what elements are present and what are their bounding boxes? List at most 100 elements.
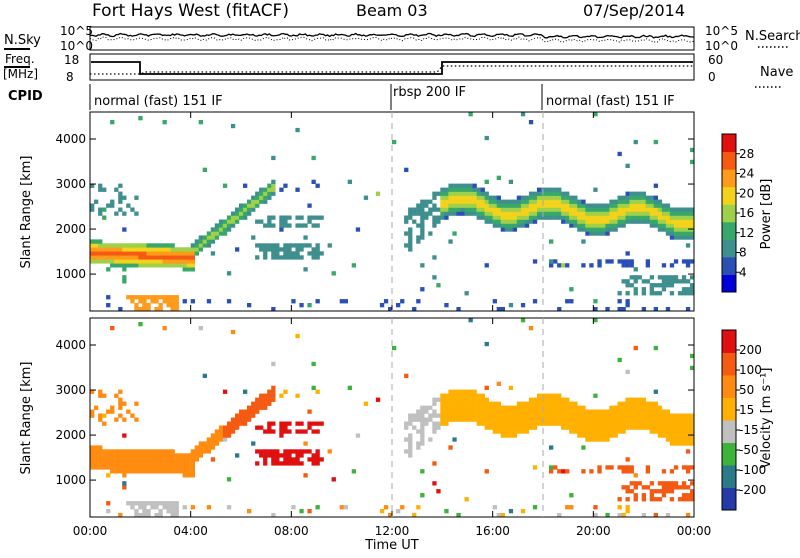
power-cell (170, 259, 175, 264)
velocity-cell (609, 405, 614, 410)
power-cell (291, 299, 296, 304)
velocity-cell (130, 469, 135, 474)
power-cell (561, 219, 566, 224)
power-cell (202, 243, 207, 248)
velocity-cell (621, 469, 626, 474)
power-cell (456, 199, 461, 204)
power-cell (186, 259, 191, 264)
power-cell (182, 263, 187, 268)
power-cell (665, 215, 671, 220)
power-cell (106, 303, 111, 308)
velocity-cell (504, 425, 509, 430)
power-cell (408, 231, 413, 236)
velocity-cell (484, 409, 489, 414)
velocity-cell (424, 421, 429, 426)
power-cell (577, 203, 582, 208)
velocity-cell (283, 449, 288, 454)
power-cell (613, 219, 618, 224)
velocity-cell (98, 449, 103, 454)
velocity-cell (629, 469, 634, 474)
power-cell (259, 199, 264, 204)
velocity-cell (456, 401, 461, 406)
power-cell (408, 239, 413, 244)
power-cell (190, 247, 195, 252)
power-cell (589, 231, 594, 236)
velocity-cell (174, 501, 179, 506)
power-cell (653, 283, 658, 288)
power-cell (106, 267, 111, 272)
power-cell (408, 235, 413, 240)
velocity-cell (110, 449, 115, 454)
power-cell (150, 259, 155, 264)
velocity-cell (130, 457, 135, 462)
power-cell (484, 179, 489, 184)
power-cell (154, 251, 159, 256)
velocity-cell (649, 425, 654, 430)
velocity-cell (605, 433, 610, 438)
velocity-cell (287, 421, 292, 426)
velocity-cell (593, 421, 598, 426)
power-cell (130, 247, 135, 252)
power-cell (472, 211, 477, 216)
power-cell (122, 279, 127, 284)
power-cell (440, 187, 445, 192)
cpid-panel: CPID normal (fast) 151 IF rbsp 200 IF no… (8, 84, 675, 110)
power-cell (553, 195, 558, 200)
velocity-cell (661, 493, 667, 498)
power-cell (355, 227, 361, 232)
power-cell (645, 219, 650, 224)
power-cell (428, 211, 433, 216)
velocity-cell (673, 417, 679, 422)
velocity-cell (484, 341, 489, 347)
velocity-cell (440, 405, 445, 410)
power-cell (162, 259, 167, 264)
velocity-cell (468, 397, 473, 402)
power-cell (158, 295, 163, 300)
velocity-cell (235, 417, 240, 422)
power-cell (448, 191, 453, 196)
power-cell (528, 195, 534, 200)
velocity-cell (573, 425, 578, 430)
velocity-cell (468, 318, 473, 323)
velocity-cell (408, 413, 413, 418)
power-cell (210, 227, 216, 232)
velocity-cell (653, 497, 658, 502)
power-cell (110, 199, 115, 204)
velocity-cell (669, 417, 675, 422)
velocity-cell (182, 457, 187, 462)
power-cell (162, 263, 167, 268)
power-heatmap (90, 112, 695, 312)
velocity-cell (375, 397, 381, 402)
velocity-cell (291, 449, 296, 454)
power-cell (593, 219, 598, 224)
velocity-cell (661, 429, 667, 434)
power-cell (392, 139, 397, 145)
velocity-cell (512, 429, 518, 434)
velocity-cell (126, 469, 131, 474)
velocity-cell (637, 401, 642, 406)
velocity-cell (597, 433, 602, 438)
power-cell (669, 275, 675, 280)
velocity-cell (404, 449, 409, 454)
velocity-cell (210, 437, 216, 442)
power-cell (94, 251, 99, 256)
velocity-cell (114, 457, 119, 462)
power-cell (440, 207, 445, 212)
power-cell (512, 219, 518, 224)
velocity-cell (206, 437, 212, 442)
power-cell (307, 203, 312, 208)
velocity-cell (476, 393, 481, 398)
power-cell (158, 307, 163, 312)
power-cell (673, 223, 679, 228)
velocity-cell (661, 481, 667, 486)
power-cell (291, 255, 296, 260)
velocity-cell (174, 509, 179, 514)
power-cell (295, 251, 300, 256)
power-cell (581, 199, 586, 204)
power-cell (311, 247, 316, 252)
power-cell (299, 303, 304, 308)
power-cell (122, 259, 127, 264)
power-cell (226, 223, 232, 228)
power-cell (685, 231, 691, 236)
power-cell (673, 231, 679, 236)
